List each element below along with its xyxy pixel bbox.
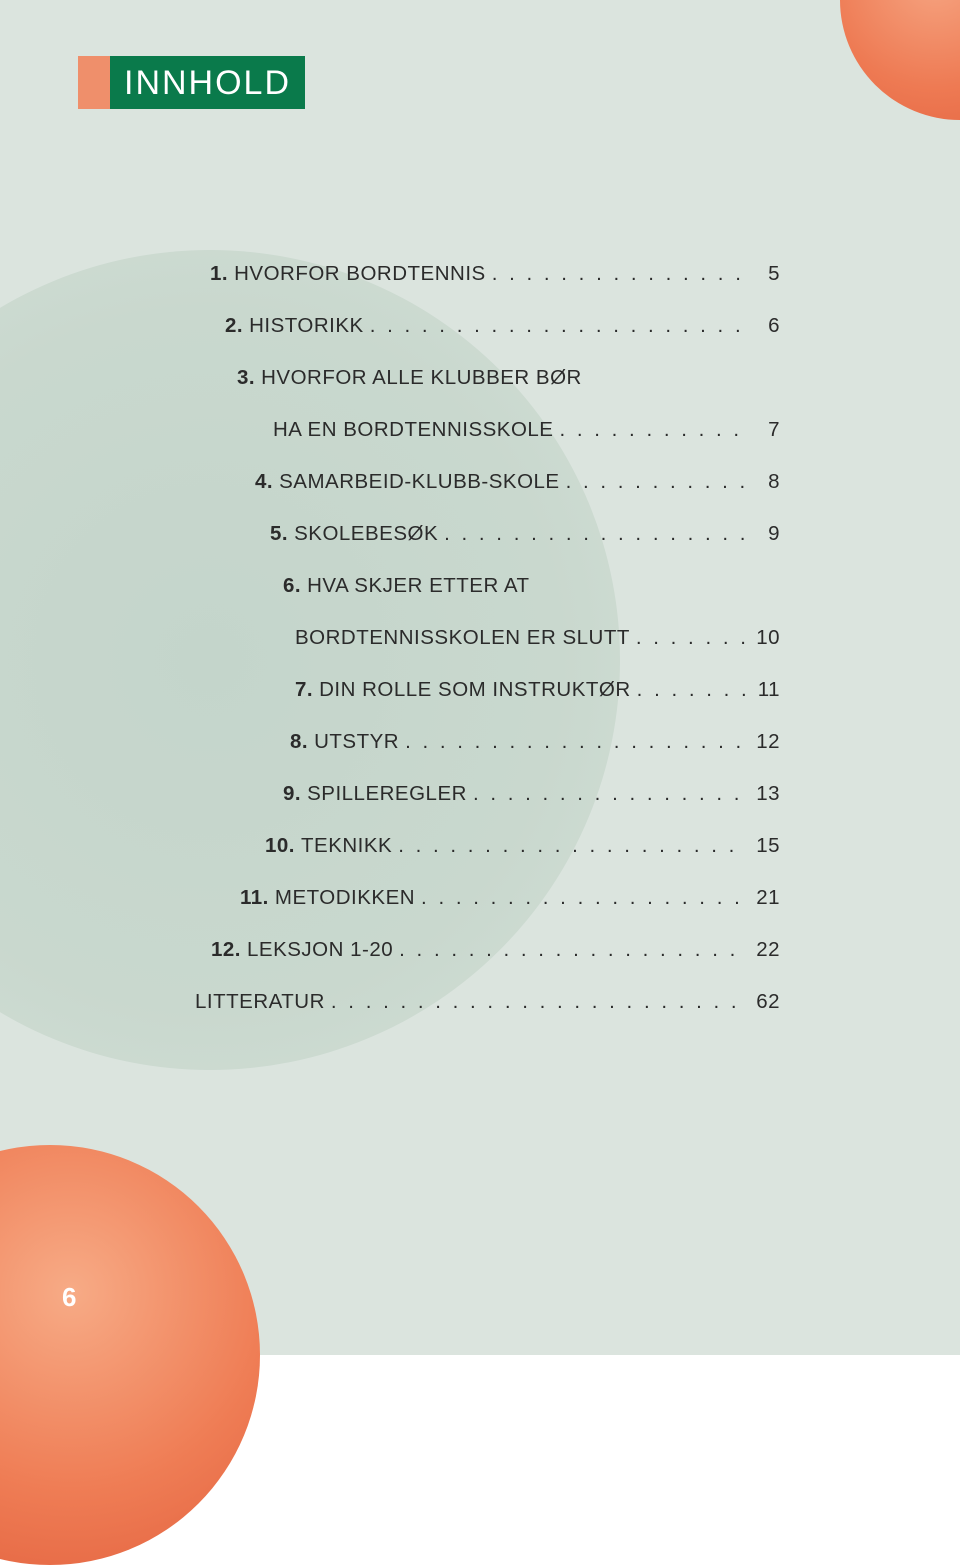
toc-entry-page: 7: [752, 418, 780, 442]
toc-entry-number: 3.: [237, 366, 255, 390]
toc-leader-dots: [473, 782, 746, 806]
toc-entry: 4.SAMARBEID-KLUBB-SKOLE 8: [195, 470, 780, 494]
toc-entry: LITTERATUR 62: [195, 990, 780, 1014]
toc-leader-dots: [637, 678, 746, 702]
toc-entry-label: LITTERATUR: [195, 990, 325, 1014]
decorative-ball-bottom-left: [0, 1145, 260, 1565]
page-background: INNHOLD 1.HVORFOR BORDTENNIS 5 2.HISTORIKK…: [0, 0, 960, 1355]
toc-leader-dots: [492, 262, 746, 286]
toc-entry-label: HISTORIKK: [249, 314, 364, 338]
toc-entry-number: 7.: [295, 678, 313, 702]
toc-leader-dots: [566, 470, 746, 494]
toc-entry-number: 10.: [265, 834, 295, 858]
toc-entry-continuation: HA EN BORDTENNISSKOLE 7: [195, 418, 780, 442]
toc-leader-dots: [398, 834, 746, 858]
toc-entry-number: 6.: [283, 574, 301, 598]
toc-entry-page: 9: [752, 522, 780, 546]
toc-entry: 1.HVORFOR BORDTENNIS 5: [195, 262, 780, 286]
toc-entry-number: 5.: [270, 522, 288, 546]
toc-entry-label: TEKNIKK: [301, 834, 392, 858]
toc-entry-page: 12: [752, 730, 780, 754]
toc-leader-dots: [636, 626, 746, 650]
toc-entry-number: 1.: [210, 262, 228, 286]
toc-leader-dots: [421, 886, 746, 910]
toc-leader-dots: [370, 314, 746, 338]
toc-entry-continuation: BORDTENNISSKOLEN ER SLUTT 10: [195, 626, 780, 650]
toc-entry: 7.DIN ROLLE SOM INSTRUKTØR 11: [195, 678, 780, 702]
toc-entry: 5.SKOLEBESØK 9: [195, 522, 780, 546]
toc-entry: 12.LEKSJON 1-20 22: [195, 938, 780, 962]
toc-entry-label: SPILLEREGLER: [307, 782, 467, 806]
toc-entry-number: 12.: [211, 938, 241, 962]
toc-entry-number: 9.: [283, 782, 301, 806]
toc-leader-dots: [444, 522, 746, 546]
header-accent-bar: [78, 56, 110, 109]
table-of-contents: 1.HVORFOR BORDTENNIS 5 2.HISTORIKK 6 3.HVORF…: [195, 262, 780, 1042]
toc-entry-page: 8: [752, 470, 780, 494]
toc-entry-label: HA EN BORDTENNISSKOLE: [273, 418, 553, 442]
toc-entry-number: 11.: [240, 886, 269, 910]
toc-entry-label: HVORFOR BORDTENNIS: [234, 262, 486, 286]
toc-entry-number: 2.: [225, 314, 243, 338]
toc-entry-label: SKOLEBESØK: [294, 522, 438, 546]
toc-entry-number: 4.: [255, 470, 273, 494]
header: INNHOLD: [78, 56, 305, 109]
page-title: INNHOLD: [110, 56, 305, 109]
toc-entry: 8.UTSTYR 12: [195, 730, 780, 754]
toc-entry-label: BORDTENNISSKOLEN ER SLUTT: [295, 626, 630, 650]
toc-leader-dots: [399, 938, 746, 962]
toc-entry-page: 13: [752, 782, 780, 806]
toc-entry-label: METODIKKEN: [275, 886, 415, 910]
decorative-ball-top-right: [840, 0, 960, 120]
toc-entry-page: 6: [752, 314, 780, 338]
toc-entry-label: HVA SKJER ETTER AT: [307, 574, 529, 598]
toc-entry-page: 10: [752, 626, 780, 650]
toc-leader-dots: [559, 418, 746, 442]
toc-entry-label: SAMARBEID-KLUBB-SKOLE: [279, 470, 560, 494]
toc-entry: 11.METODIKKEN 21: [195, 886, 780, 910]
toc-entry-label: DIN ROLLE SOM INSTRUKTØR: [319, 678, 631, 702]
toc-entry: 10.TEKNIKK 15: [195, 834, 780, 858]
toc-entry-page: 15: [752, 834, 780, 858]
toc-entry-page: 62: [752, 990, 780, 1014]
toc-entry: 3.HVORFOR ALLE KLUBBER BØR: [195, 366, 780, 390]
toc-entry-page: 5: [752, 262, 780, 286]
toc-entry-label: LEKSJON 1-20: [247, 938, 393, 962]
toc-entry: 9.SPILLEREGLER 13: [195, 782, 780, 806]
toc-entry-label: HVORFOR ALLE KLUBBER BØR: [261, 366, 582, 390]
toc-leader-dots: [405, 730, 746, 754]
page-number: 6: [62, 1282, 76, 1313]
toc-entry: 6.HVA SKJER ETTER AT: [195, 574, 780, 598]
toc-entry: 2.HISTORIKK 6: [195, 314, 780, 338]
toc-leader-dots: [331, 990, 746, 1014]
toc-entry-page: 11: [752, 678, 780, 702]
toc-entry-label: UTSTYR: [314, 730, 399, 754]
toc-entry-number: 8.: [290, 730, 308, 754]
toc-entry-page: 22: [752, 938, 780, 962]
toc-entry-page: 21: [752, 886, 780, 910]
